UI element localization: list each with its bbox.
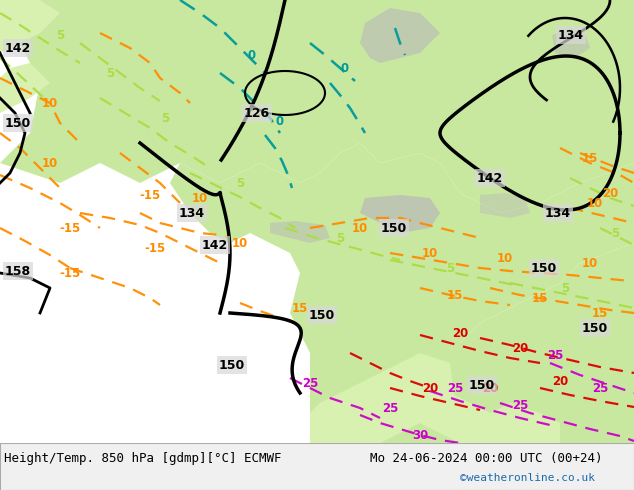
Text: Mo 24-06-2024 00:00 UTC (00+24): Mo 24-06-2024 00:00 UTC (00+24) [370,451,602,465]
Polygon shape [170,143,634,443]
Polygon shape [510,0,570,53]
Text: 0: 0 [248,49,256,62]
Text: 25: 25 [382,401,398,415]
Text: 25: 25 [447,382,463,394]
Text: 25: 25 [547,348,563,362]
Polygon shape [0,0,60,53]
Text: 150: 150 [309,309,335,321]
Polygon shape [450,243,634,443]
Text: -15: -15 [60,221,81,235]
Text: 142: 142 [477,172,503,185]
Text: 30: 30 [412,428,428,441]
Polygon shape [270,221,330,243]
Polygon shape [395,248,435,293]
Text: -15: -15 [145,242,165,254]
Text: 134: 134 [558,28,584,42]
Text: 10: 10 [192,192,208,204]
Text: ©weatheronline.co.uk: ©weatheronline.co.uk [460,473,595,483]
Text: -15: -15 [60,267,81,279]
Text: 15: 15 [592,307,608,319]
Text: 25: 25 [592,382,608,394]
Text: 5: 5 [236,176,244,190]
Text: 5: 5 [106,67,114,79]
Polygon shape [552,28,590,58]
Text: 15: 15 [532,292,548,304]
FancyBboxPatch shape [0,443,634,490]
Text: 5: 5 [161,112,169,124]
Text: 150: 150 [531,262,557,274]
Text: 150: 150 [5,117,31,129]
Text: 10: 10 [42,156,58,170]
Text: 5: 5 [561,281,569,294]
Text: 20: 20 [422,382,438,394]
Text: 20: 20 [602,187,618,199]
Polygon shape [420,393,560,443]
Text: 10: 10 [587,196,603,210]
Text: 25: 25 [512,398,528,412]
Text: 10: 10 [232,237,248,249]
Polygon shape [480,193,530,218]
Text: 150: 150 [219,359,245,371]
Text: 10: 10 [497,251,513,265]
Text: 126: 126 [244,106,270,120]
Text: 10: 10 [582,256,598,270]
Text: 142: 142 [5,42,31,54]
Polygon shape [575,58,620,133]
Polygon shape [0,0,634,213]
Text: 0: 0 [341,62,349,74]
Text: 15: 15 [582,151,598,165]
Text: 150: 150 [381,221,407,235]
Text: 10: 10 [42,97,58,109]
Text: 134: 134 [545,206,571,220]
Text: 150: 150 [582,321,608,335]
Text: 5: 5 [446,262,454,274]
Text: 25: 25 [302,376,318,390]
Text: -15: -15 [139,189,160,201]
Text: 5: 5 [611,226,619,240]
Text: 0: 0 [276,115,284,127]
Text: 142: 142 [202,239,228,251]
Polygon shape [608,98,634,153]
Polygon shape [480,253,510,288]
Text: 5: 5 [56,28,64,42]
Text: 5: 5 [336,231,344,245]
Polygon shape [360,8,440,63]
Polygon shape [0,63,50,113]
Text: 134: 134 [179,206,205,220]
Text: 10: 10 [422,246,438,260]
Text: 15: 15 [447,289,463,301]
Text: 15: 15 [292,301,308,315]
Polygon shape [560,23,600,73]
Text: 20: 20 [482,382,498,394]
Text: 10: 10 [352,221,368,235]
Text: 158: 158 [5,265,31,277]
Text: 20: 20 [452,326,468,340]
Text: 20: 20 [512,342,528,354]
Polygon shape [310,353,460,443]
Text: 20: 20 [552,374,568,388]
Text: Height/Temp. 850 hPa [gdmp][°C] ECMWF: Height/Temp. 850 hPa [gdmp][°C] ECMWF [4,451,281,465]
Text: 150: 150 [469,378,495,392]
Polygon shape [360,195,440,233]
